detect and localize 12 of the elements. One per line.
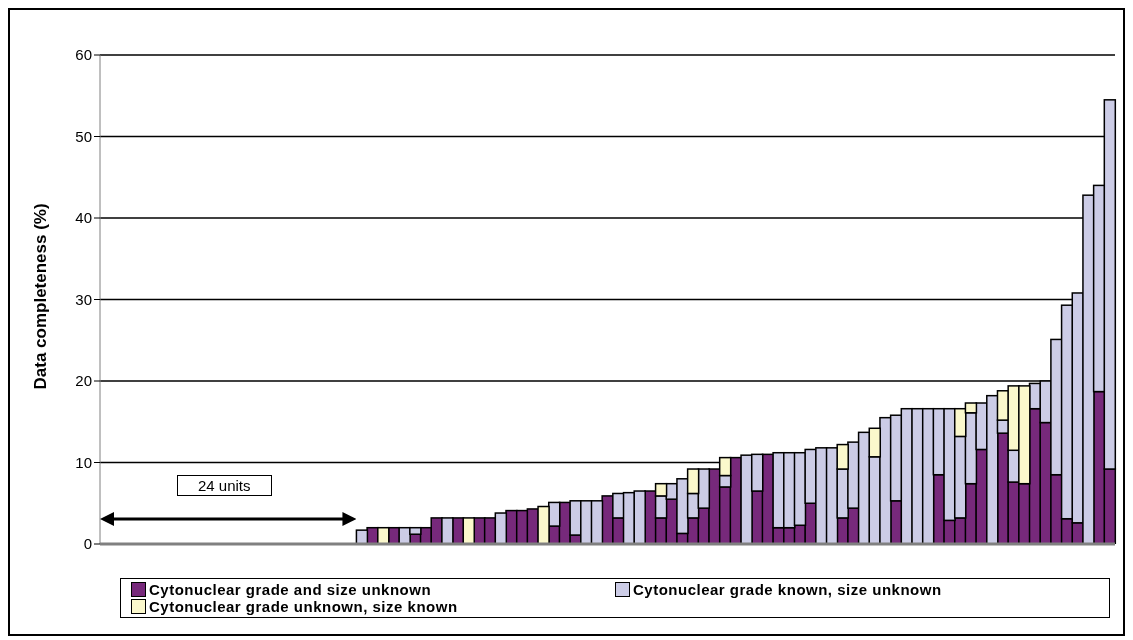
y-tick-label: 50 xyxy=(75,127,92,145)
legend-label: Cytonuclear grade and size unknown xyxy=(149,581,432,598)
y-tick-label: 30 xyxy=(75,290,92,308)
y-tick-label: 20 xyxy=(75,372,92,390)
legend-label: Cytonuclear grade unknown, size known xyxy=(149,598,458,615)
y-tick-label: 40 xyxy=(75,209,92,227)
y-axis-title: Data completeness (%) xyxy=(31,203,51,390)
y-tick-label: 60 xyxy=(75,46,92,64)
y-tick-label: 0 xyxy=(83,535,92,553)
legend-label: Cytonuclear grade known, size unknown xyxy=(633,581,942,598)
annotation: 24 units xyxy=(177,475,272,496)
y-tick-label: 10 xyxy=(75,453,92,471)
